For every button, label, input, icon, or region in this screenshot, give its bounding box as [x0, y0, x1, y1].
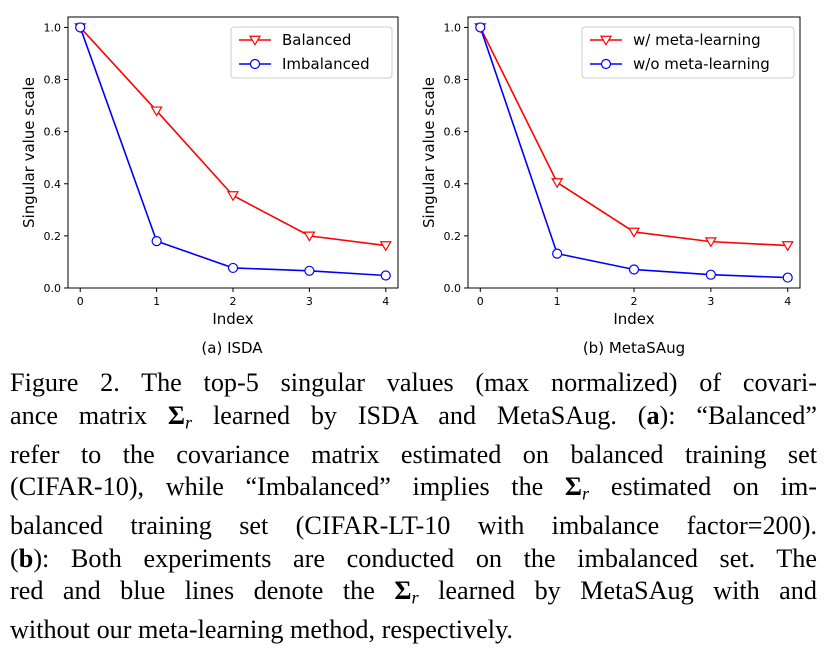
- subcaption: (b) MetaSAug: [583, 339, 685, 357]
- x-tick-label: 3: [707, 295, 714, 308]
- legend-marker-triangle: [599, 35, 613, 46]
- y-tick-label: 0.4: [44, 178, 62, 191]
- sigma-symbol: Σ: [564, 472, 583, 502]
- caption-line: refer to the covariance matrix estimated…: [10, 439, 817, 472]
- caption-line: ance matrix Σr learned by ISDA and MetaS…: [10, 400, 817, 439]
- y-axis-label: Singular value scale: [20, 77, 38, 228]
- figure: 0 1 2 3 4 0.0 0.2 0.4 0.6 0.8 1.0 Index Singular val…: [20, 16, 801, 357]
- data-point-circle: [628, 264, 640, 275]
- y-tick-label: 0.2: [44, 230, 62, 243]
- figure-caption: Figure 2. The top-5 singular values (max…: [10, 367, 817, 647]
- y-tick-label: 0.4: [444, 178, 462, 191]
- caption-text: ance matrix: [10, 400, 168, 430]
- caption-text: Figure 2. The top-5 singular values (max…: [10, 368, 817, 397]
- data-point-triangle: [226, 191, 240, 202]
- subscript-r: r: [582, 483, 590, 504]
- x-tick-label: 2: [230, 295, 237, 308]
- legend-label: Balanced: [282, 31, 351, 49]
- y-tick-label: 1.0: [44, 21, 62, 34]
- y-tick-label: 0.0: [44, 282, 62, 295]
- caption-line: balanced training set (CIFAR-LT-10 with …: [10, 510, 817, 543]
- legend-box: [230, 26, 393, 79]
- y-tick-label: 0.0: [444, 282, 462, 295]
- chart-panel-a: 0 1 2 3 4 0.0 0.2 0.4 0.6 0.8 1.0 Index Singular val…: [20, 16, 399, 357]
- data-point-circle: [75, 22, 86, 33]
- y-tick-label: 1.0: [444, 21, 462, 34]
- x-tick-label: 4: [784, 295, 791, 308]
- x-tick-label: 1: [554, 295, 561, 308]
- caption-bold-text: b: [18, 543, 34, 573]
- sigma-symbol: Σ: [167, 400, 186, 430]
- data-point-triangle: [150, 106, 163, 117]
- x-axis-label: Index: [212, 310, 253, 328]
- data-point-circle: [151, 235, 162, 247]
- y-tick-label: 0.2: [444, 230, 462, 243]
- legend-marker-triangle: [248, 35, 262, 46]
- caption-line: red and blue lines denote the Σr learned…: [10, 575, 817, 614]
- x-axis-label: Index: [613, 310, 654, 328]
- caption-line: Figure 2. The top-5 singular values (max…: [10, 367, 817, 400]
- data-point-circle: [782, 272, 793, 283]
- caption-line: without our meta-learning method, respec…: [10, 614, 817, 647]
- figure-svg: 0 1 2 3 4 0.0 0.2 0.4 0.6 0.8 1.0 Index Singular val…: [20, 16, 801, 357]
- sigma-symbol: Σ: [394, 576, 412, 606]
- x-tick-label: 2: [631, 295, 638, 308]
- data-point-triangle: [704, 237, 717, 248]
- y-tick-label: 0.8: [444, 74, 462, 87]
- legend-label: w/o meta-learning: [633, 55, 770, 73]
- caption-text: estimated on im-: [589, 472, 817, 502]
- caption-text: ): Both experiments are conducted on the…: [33, 543, 817, 573]
- y-tick-label: 0.6: [44, 126, 62, 139]
- caption-text: balanced training set (CIFAR-LT-10 with …: [10, 511, 817, 541]
- data-point-triangle: [781, 241, 794, 252]
- chart-panel-b: 0 1 2 3 4 0.0 0.2 0.4 0.6 0.8 1.0 Index Singular val…: [420, 16, 801, 357]
- legend-label: w/ meta-learning: [633, 31, 761, 49]
- caption-text: red and blue lines denote the: [10, 576, 395, 606]
- x-tick-label: 0: [477, 295, 484, 308]
- caption-bold-text: a: [646, 400, 660, 430]
- caption-text: learned by MetaSAug with and: [418, 576, 817, 606]
- data-point-circle: [304, 265, 315, 276]
- data-point-circle: [552, 248, 563, 259]
- y-axis-label: Singular value scale: [420, 77, 438, 228]
- legend-marker-circle: [249, 58, 261, 70]
- caption-text: (CIFAR-10), while “Imbalanced” implies t…: [10, 472, 565, 502]
- caption-text: refer to the covariance matrix estimated…: [10, 439, 817, 469]
- data-point-circle: [227, 262, 239, 274]
- subcaption: (a) ISDA: [201, 339, 263, 357]
- caption-text: without our meta-learning method, respec…: [10, 615, 513, 645]
- legend-label: Imbalanced: [282, 55, 370, 73]
- y-tick-label: 0.6: [444, 126, 462, 139]
- subscript-r: r: [185, 412, 193, 433]
- legend-marker-circle: [600, 58, 612, 70]
- x-tick-label: 3: [306, 295, 313, 308]
- data-point-circle: [475, 22, 486, 33]
- legend-box: [581, 26, 795, 79]
- caption-line: (CIFAR-10), while “Imbalanced” implies t…: [10, 471, 817, 510]
- data-point-triangle: [303, 231, 316, 242]
- x-tick-label: 0: [77, 295, 84, 308]
- x-tick-label: 1: [153, 295, 160, 308]
- caption-text: (: [10, 543, 19, 573]
- caption-text: learned by ISDA and MetaSAug. (: [192, 400, 647, 430]
- data-point-circle: [380, 270, 391, 281]
- subscript-r: r: [411, 587, 419, 608]
- x-tick-label: 4: [382, 295, 389, 308]
- caption-text: ): “Balanced”: [659, 400, 817, 430]
- caption-line: (b): Both experiments are conducted on t…: [10, 543, 817, 576]
- data-point-circle: [705, 269, 716, 280]
- y-tick-label: 0.8: [44, 74, 62, 87]
- data-point-triangle: [551, 178, 564, 189]
- data-point-triangle: [627, 227, 641, 238]
- data-point-triangle: [379, 241, 392, 252]
